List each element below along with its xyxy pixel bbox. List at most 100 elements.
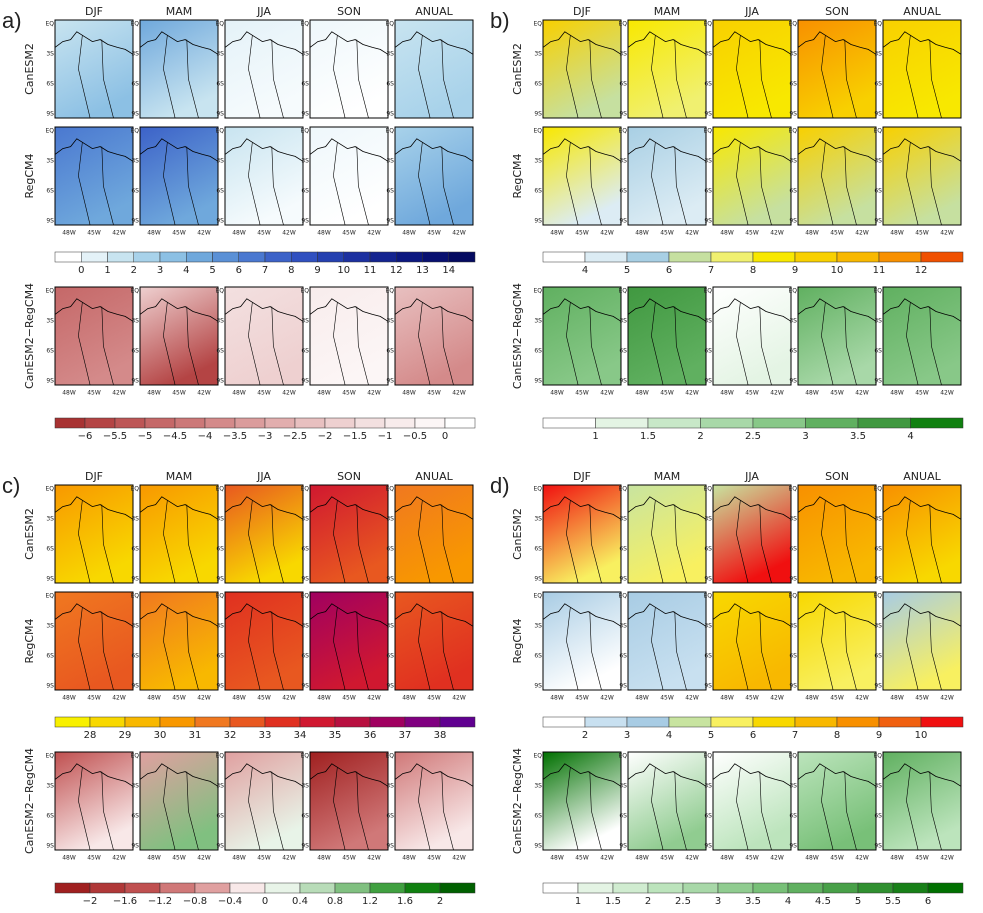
- colorbar-segment: [710, 716, 754, 728]
- lat-tick: 9S: [131, 576, 139, 583]
- lat-tick: 9S: [301, 378, 309, 385]
- lat-tick: 9S: [874, 683, 882, 690]
- lat-tick: 6S: [619, 813, 627, 820]
- state-border: [821, 142, 857, 226]
- lat-tick: 3S: [789, 783, 797, 790]
- season-header: DJF: [85, 470, 103, 483]
- lon-tick: 45W: [660, 695, 674, 702]
- lat-tick: 3S: [789, 158, 797, 165]
- lon-tick: 45W: [745, 855, 759, 862]
- map: [394, 591, 474, 691]
- lat-tick: 6S: [216, 546, 224, 553]
- lon-tick: 42W: [452, 695, 466, 702]
- colorbar-label: −0.4: [218, 896, 242, 907]
- lon-tick: 42W: [197, 855, 211, 862]
- panel-label: a): [2, 8, 22, 33]
- colorbar-label: 4: [666, 730, 672, 741]
- lat-tick: 3S: [874, 51, 882, 58]
- colorbar-segment: [584, 251, 628, 263]
- lat-tick: EQ: [703, 753, 712, 760]
- colorbar-label: 11: [364, 265, 377, 276]
- lat-tick: EQ: [215, 288, 224, 295]
- coastline: [309, 138, 389, 162]
- lat-tick: EQ: [130, 593, 139, 600]
- colorbar-segment: [857, 417, 911, 429]
- colorbar-segment: [404, 882, 441, 894]
- coastline: [712, 138, 792, 162]
- map: [882, 751, 962, 851]
- lon-tick: 48W: [550, 230, 564, 237]
- coastline: [224, 763, 304, 787]
- colorbar-segment: [752, 417, 806, 429]
- lat-tick: 3S: [704, 318, 712, 325]
- colorbar-label: 35: [329, 730, 342, 741]
- colorbar-segment: [81, 251, 108, 263]
- colorbar-label: 0.4: [292, 896, 308, 907]
- colorbar-label: 6: [236, 265, 242, 276]
- colorbar-label: 4: [907, 431, 913, 442]
- colorbar-segment: [229, 882, 266, 894]
- lon-tick: 48W: [635, 230, 649, 237]
- lat-tick: 9S: [874, 843, 882, 850]
- map: [882, 19, 962, 119]
- lat-tick: 9S: [46, 218, 54, 225]
- lat-tick: EQ: [533, 21, 542, 28]
- lat-tick: 6S: [789, 653, 797, 660]
- coastline: [139, 138, 219, 162]
- lat-tick: 3S: [386, 516, 394, 523]
- lat-tick: 6S: [131, 188, 139, 195]
- lat-tick: 9S: [789, 218, 797, 225]
- lat-tick: 3S: [704, 158, 712, 165]
- lat-tick: 9S: [704, 683, 712, 690]
- map: [54, 751, 134, 851]
- state-border: [418, 607, 454, 691]
- colorbar-segment: [234, 417, 266, 429]
- colorbar-label: 7: [792, 730, 798, 741]
- lat-tick: 9S: [216, 111, 224, 118]
- colorbar-label: −2: [318, 431, 333, 442]
- lon-tick: 48W: [550, 695, 564, 702]
- lat-tick: 6S: [619, 348, 627, 355]
- coastline: [712, 31, 792, 55]
- lat-tick: 3S: [619, 516, 627, 523]
- colorbar-label: 2.5: [675, 896, 691, 907]
- colorbar-label: 14: [442, 265, 455, 276]
- lat-tick: 3S: [534, 623, 542, 630]
- season-header: SON: [825, 5, 849, 18]
- colorbar-segment: [299, 882, 336, 894]
- lat-tick: 6S: [874, 81, 882, 88]
- colorbar-segment: [291, 251, 318, 263]
- lat-tick: EQ: [533, 486, 542, 493]
- lat-tick: 9S: [789, 378, 797, 385]
- row-label: RegCM4: [511, 153, 524, 198]
- lat-tick: 6S: [216, 188, 224, 195]
- colorbar-segment: [794, 716, 838, 728]
- lat-tick: 6S: [874, 653, 882, 660]
- state-border: [566, 767, 602, 851]
- lat-tick: 6S: [301, 813, 309, 820]
- lat-tick: 6S: [874, 813, 882, 820]
- lat-tick: 6S: [131, 348, 139, 355]
- map: [224, 19, 304, 119]
- colorbar-segment: [204, 417, 236, 429]
- colorbar-segment: [114, 417, 146, 429]
- lon-tick: 45W: [915, 230, 929, 237]
- colorbar-label: 0: [442, 431, 448, 442]
- map: [224, 484, 304, 584]
- colorbar-segment: [700, 417, 754, 429]
- lat-tick: 3S: [789, 318, 797, 325]
- colorbar-label: −0.5: [403, 431, 427, 442]
- colorbar-label: 10: [337, 265, 350, 276]
- lat-tick: 9S: [874, 111, 882, 118]
- colorbar-segment: [595, 417, 649, 429]
- coastline: [54, 603, 134, 627]
- colorbar-label: 5: [708, 730, 714, 741]
- coastline: [712, 603, 792, 627]
- lon-tick: 45W: [575, 695, 589, 702]
- colorbar-label: −3.5: [223, 431, 247, 442]
- map: [139, 126, 219, 226]
- colorbar-segment: [612, 882, 649, 894]
- colorbar-label: 2: [697, 431, 703, 442]
- lat-tick: 9S: [789, 683, 797, 690]
- colorbar-label: 7: [262, 265, 268, 276]
